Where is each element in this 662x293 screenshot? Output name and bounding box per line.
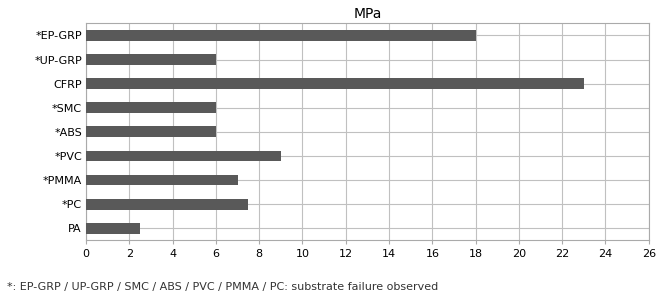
Bar — [86, 78, 584, 89]
Bar — [86, 223, 140, 234]
Bar — [86, 127, 216, 137]
Text: *: EP-GRP / UP-GRP / SMC / ABS / PVC / PMMA / PC: substrate failure observed: *: EP-GRP / UP-GRP / SMC / ABS / PVC / P… — [7, 282, 438, 292]
Bar — [86, 199, 248, 209]
Bar — [86, 102, 216, 113]
Bar — [86, 175, 238, 185]
Title: MPa: MPa — [354, 7, 381, 21]
Bar — [86, 54, 216, 65]
Bar — [86, 151, 281, 161]
Bar — [86, 30, 475, 41]
